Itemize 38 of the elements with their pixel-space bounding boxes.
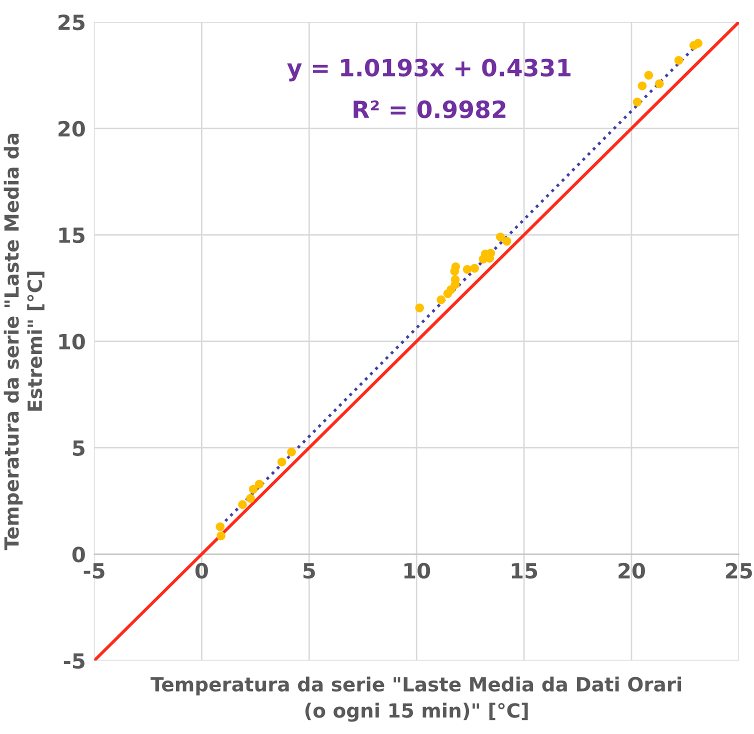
point bbox=[415, 304, 424, 312]
point bbox=[462, 264, 472, 274]
y-tick-label: -5 bbox=[64, 653, 84, 669]
y-tick-label: 20 bbox=[58, 120, 85, 137]
y-tick-label: 10 bbox=[59, 334, 85, 350]
x-tick-label: 20 bbox=[618, 562, 645, 579]
y-tick-label: 15 bbox=[59, 228, 84, 244]
x-tick-label: -5 bbox=[84, 563, 104, 579]
x-tick-label: 10 bbox=[404, 562, 430, 579]
annotation: R² = 0.9982 bbox=[354, 100, 506, 118]
x-tick-label: 15 bbox=[512, 563, 538, 579]
point bbox=[216, 531, 226, 540]
point bbox=[436, 295, 446, 304]
x-tick-label: 25 bbox=[726, 562, 752, 579]
point bbox=[502, 236, 512, 246]
point bbox=[277, 458, 286, 466]
point bbox=[674, 56, 684, 65]
x-axis-title: Temperatura da serie "Laste Media da Dati Orari (o ogni 15 min)" [°C] bbox=[150, 676, 682, 722]
point bbox=[254, 480, 264, 489]
y-axis-title: Temperatura da serie "Laste Media da Estremi" [°C] bbox=[4, 134, 44, 550]
point bbox=[216, 522, 225, 532]
point bbox=[238, 500, 247, 509]
y-tick-label: 25 bbox=[58, 14, 84, 30]
point bbox=[287, 448, 296, 456]
point bbox=[638, 81, 647, 90]
point bbox=[470, 264, 479, 273]
x-tick-label: 5 bbox=[304, 563, 315, 579]
annotation: y = 1.0193x + 0.4331 bbox=[287, 58, 571, 82]
y-tick-label: 5 bbox=[73, 440, 84, 456]
y-tick-label: 0 bbox=[72, 546, 85, 562]
point bbox=[655, 79, 664, 88]
point bbox=[496, 232, 505, 242]
point bbox=[694, 38, 702, 48]
x-tick-label: 0 bbox=[195, 562, 208, 579]
point bbox=[632, 98, 642, 106]
point bbox=[644, 70, 654, 80]
point bbox=[246, 494, 255, 503]
point bbox=[248, 484, 258, 494]
